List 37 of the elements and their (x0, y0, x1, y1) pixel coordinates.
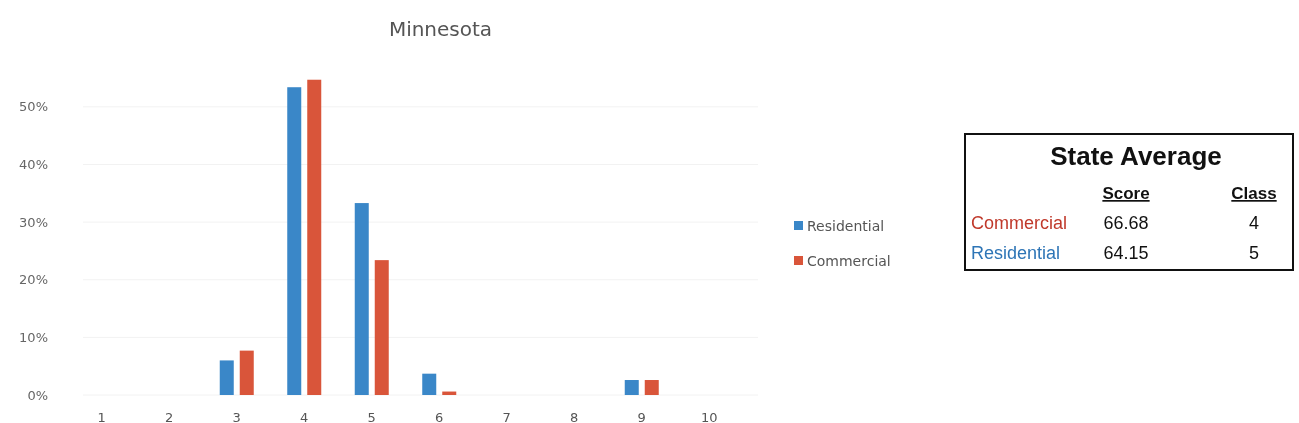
legend-label: Residential (807, 217, 885, 234)
x-tick-label: 2 (165, 410, 174, 423)
x-tick-label: 7 (502, 410, 511, 423)
text: State Average (1050, 141, 1222, 171)
y-tick-label: 20% (19, 272, 48, 288)
x-tick-label: 5 (367, 410, 376, 423)
data-label: 66.68 (1103, 213, 1149, 233)
y-tick-label: 50% (19, 99, 48, 115)
chart-title: Minnesota (388, 17, 493, 41)
bar (287, 87, 302, 395)
bar (374, 260, 389, 395)
category-label: Commercial (971, 213, 1068, 233)
text: Score (1102, 184, 1150, 203)
x-tick-label: 10 (700, 410, 718, 423)
x-tick-label: 4 (300, 410, 309, 423)
bar (354, 203, 369, 395)
legend-label: Commercial (807, 252, 891, 269)
bar (239, 350, 254, 395)
x-tick-label: 3 (232, 410, 241, 423)
x-tick-label: 1 (97, 410, 106, 423)
x-tick-label: 9 (637, 410, 646, 423)
data-label: 64.15 (1103, 243, 1149, 263)
category-label: Residential (971, 243, 1061, 263)
bar (219, 360, 234, 395)
y-tick-label: 30% (19, 214, 48, 230)
data-label: 5 (1248, 243, 1260, 263)
bar (644, 380, 659, 395)
y-tick-label: 40% (19, 157, 48, 172)
x-tick-label: 6 (435, 410, 444, 423)
x-tick-label: 8 (570, 410, 579, 423)
y-tick-label: 10% (19, 329, 48, 345)
data-label: 4 (1248, 213, 1260, 233)
bar (624, 380, 639, 395)
bar (307, 79, 322, 395)
text: Class (1231, 184, 1277, 203)
bar (422, 373, 437, 395)
y-tick-label: 0% (27, 387, 48, 403)
